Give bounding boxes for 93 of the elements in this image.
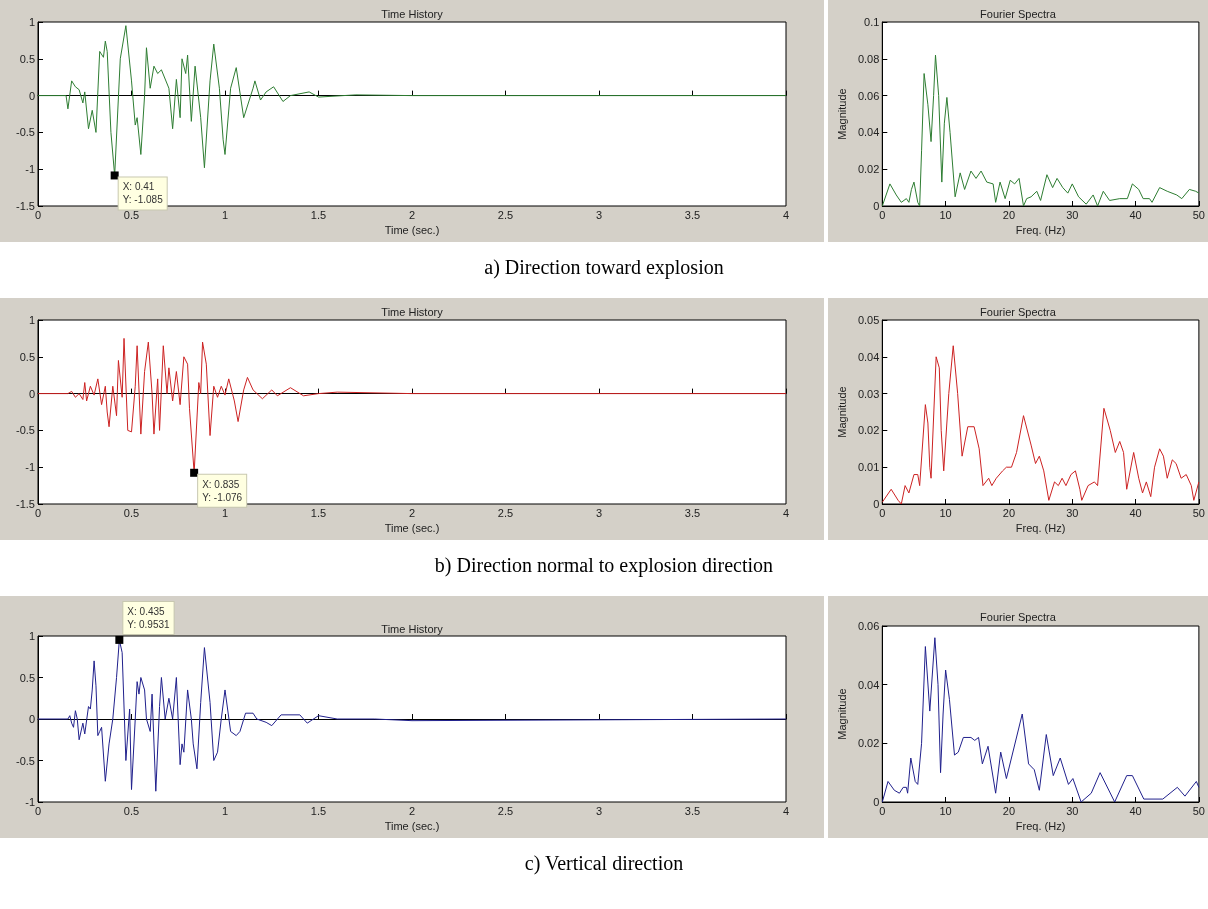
x-tick-label: 3 (595, 804, 603, 817)
x-tick-label: 1 (221, 804, 229, 817)
x-tick-label: 3 (595, 506, 603, 519)
y-tick-label: 0.02 (857, 737, 880, 750)
annotation: X: 0.435 Y: 0.9531 (127, 605, 171, 630)
y-tick-label: 0 (873, 200, 880, 212)
y-tick-label: -1.5 (16, 498, 35, 510)
y-axis-title: Magnitude (835, 386, 848, 438)
text: a) Direction toward explosion (483, 256, 725, 279)
y-tick-label: 0 (28, 89, 35, 102)
x-tick-label: 20 (1002, 506, 1016, 519)
chart-title: Time History (381, 622, 444, 635)
y-tick-label: 0.02 (857, 424, 880, 437)
y-tick-label: 0.05 (857, 314, 880, 326)
x-tick-label: 4 (782, 804, 790, 817)
x-tick-label: 50 (1192, 208, 1206, 221)
x-tick-label: 1.5 (310, 208, 327, 221)
x-tick-label: 10 (939, 506, 952, 519)
x-tick-label: 2.5 (497, 208, 514, 221)
y-tick-label: 0.01 (857, 461, 880, 474)
y-tick-label: -1 (25, 461, 35, 474)
annotation: X: 0.835 Y: -1.076 (202, 478, 243, 503)
y-tick-label: -0.5 (16, 424, 35, 437)
x-tick-label: 3.5 (684, 208, 701, 221)
y-axis-title: Magnitude (835, 688, 848, 740)
x-axis-title: Freq. (Hz) (1015, 224, 1066, 237)
x-tick-label: 2.5 (497, 506, 514, 519)
annotation: X: 0.41 Y: -1.085 (122, 181, 164, 206)
y-tick-label: 0.08 (857, 52, 880, 65)
x-tick-label: 4 (782, 208, 790, 221)
y-tick-label: -1 (25, 796, 35, 808)
x-axis-title: Time (sec.) (384, 820, 440, 833)
y-tick-label: 0.5 (19, 52, 35, 65)
x-tick-label: 50 (1192, 506, 1206, 519)
x-tick-label: 30 (1066, 506, 1079, 519)
x-tick-label: 4 (782, 506, 790, 519)
y-axis-title: Magnitude (835, 88, 848, 140)
y-tick-label: 0.5 (19, 350, 35, 363)
y-tick-label: 0.1 (864, 16, 880, 28)
chart-title: Time History (381, 305, 444, 318)
x-tick-label: 40 (1129, 208, 1142, 221)
y-tick-label: 0.04 (857, 126, 880, 139)
y-tick-label: -1 (25, 163, 35, 176)
x-tick-label: 2 (408, 506, 416, 519)
y-tick-label: 0.03 (857, 387, 880, 400)
chart-title: Time History (381, 7, 444, 20)
y-tick-label: 1 (28, 314, 35, 326)
x-tick-label: 30 (1066, 804, 1079, 817)
x-tick-label: 0.5 (123, 506, 140, 519)
x-tick-label: 40 (1129, 804, 1142, 817)
x-tick-label: 2.5 (497, 804, 514, 817)
x-tick-label: 0.5 (123, 208, 140, 221)
x-tick-label: 3.5 (684, 506, 701, 519)
y-tick-label: 0.04 (857, 678, 880, 691)
x-tick-label: 1 (221, 506, 229, 519)
y-tick-label: 0 (28, 713, 35, 725)
y-tick-label: 0.06 (857, 620, 880, 632)
y-tick-label: -1.5 (16, 200, 35, 212)
x-axis-title: Freq. (Hz) (1015, 522, 1066, 535)
y-tick-label: 0 (873, 796, 880, 808)
x-tick-label: 30 (1066, 208, 1079, 221)
y-tick-label: -0.5 (16, 754, 35, 767)
y-tick-label: 0.02 (857, 163, 880, 176)
x-tick-label: 1.5 (310, 506, 327, 519)
y-tick-label: 1 (28, 630, 35, 642)
x-tick-label: 40 (1129, 506, 1142, 519)
x-tick-label: 3 (595, 208, 603, 221)
x-tick-label: 20 (1002, 804, 1016, 817)
chart-title: Fourier Spectra (980, 610, 1057, 623)
x-tick-label: 10 (939, 804, 952, 817)
y-tick-label: 0 (873, 498, 880, 510)
x-tick-label: 20 (1002, 208, 1016, 221)
x-tick-label: 50 (1192, 804, 1206, 817)
y-tick-label: 0 (28, 387, 35, 400)
x-tick-label: 0.5 (123, 804, 140, 817)
x-axis-title: Time (sec.) (384, 522, 440, 535)
x-tick-label: 2 (408, 208, 416, 221)
y-tick-label: 0.06 (857, 89, 880, 102)
text: c) Vertical direction (523, 852, 685, 875)
chart-title: Fourier Spectra (980, 305, 1057, 318)
x-tick-label: 1 (221, 208, 229, 221)
x-axis-title: Time (sec.) (384, 224, 440, 237)
x-axis-title: Freq. (Hz) (1015, 820, 1066, 833)
x-tick-label: 3.5 (684, 804, 701, 817)
chart-title: Fourier Spectra (980, 7, 1057, 20)
x-tick-label: 2 (408, 804, 416, 817)
y-tick-label: 0.04 (857, 350, 880, 363)
y-tick-label: -0.5 (16, 126, 35, 139)
y-tick-label: 0.5 (19, 671, 35, 684)
y-tick-label: 1 (28, 16, 35, 28)
text: b) Direction normal to explosion direction (433, 554, 775, 577)
x-tick-label: 10 (939, 208, 952, 221)
x-tick-label: 1.5 (310, 804, 327, 817)
